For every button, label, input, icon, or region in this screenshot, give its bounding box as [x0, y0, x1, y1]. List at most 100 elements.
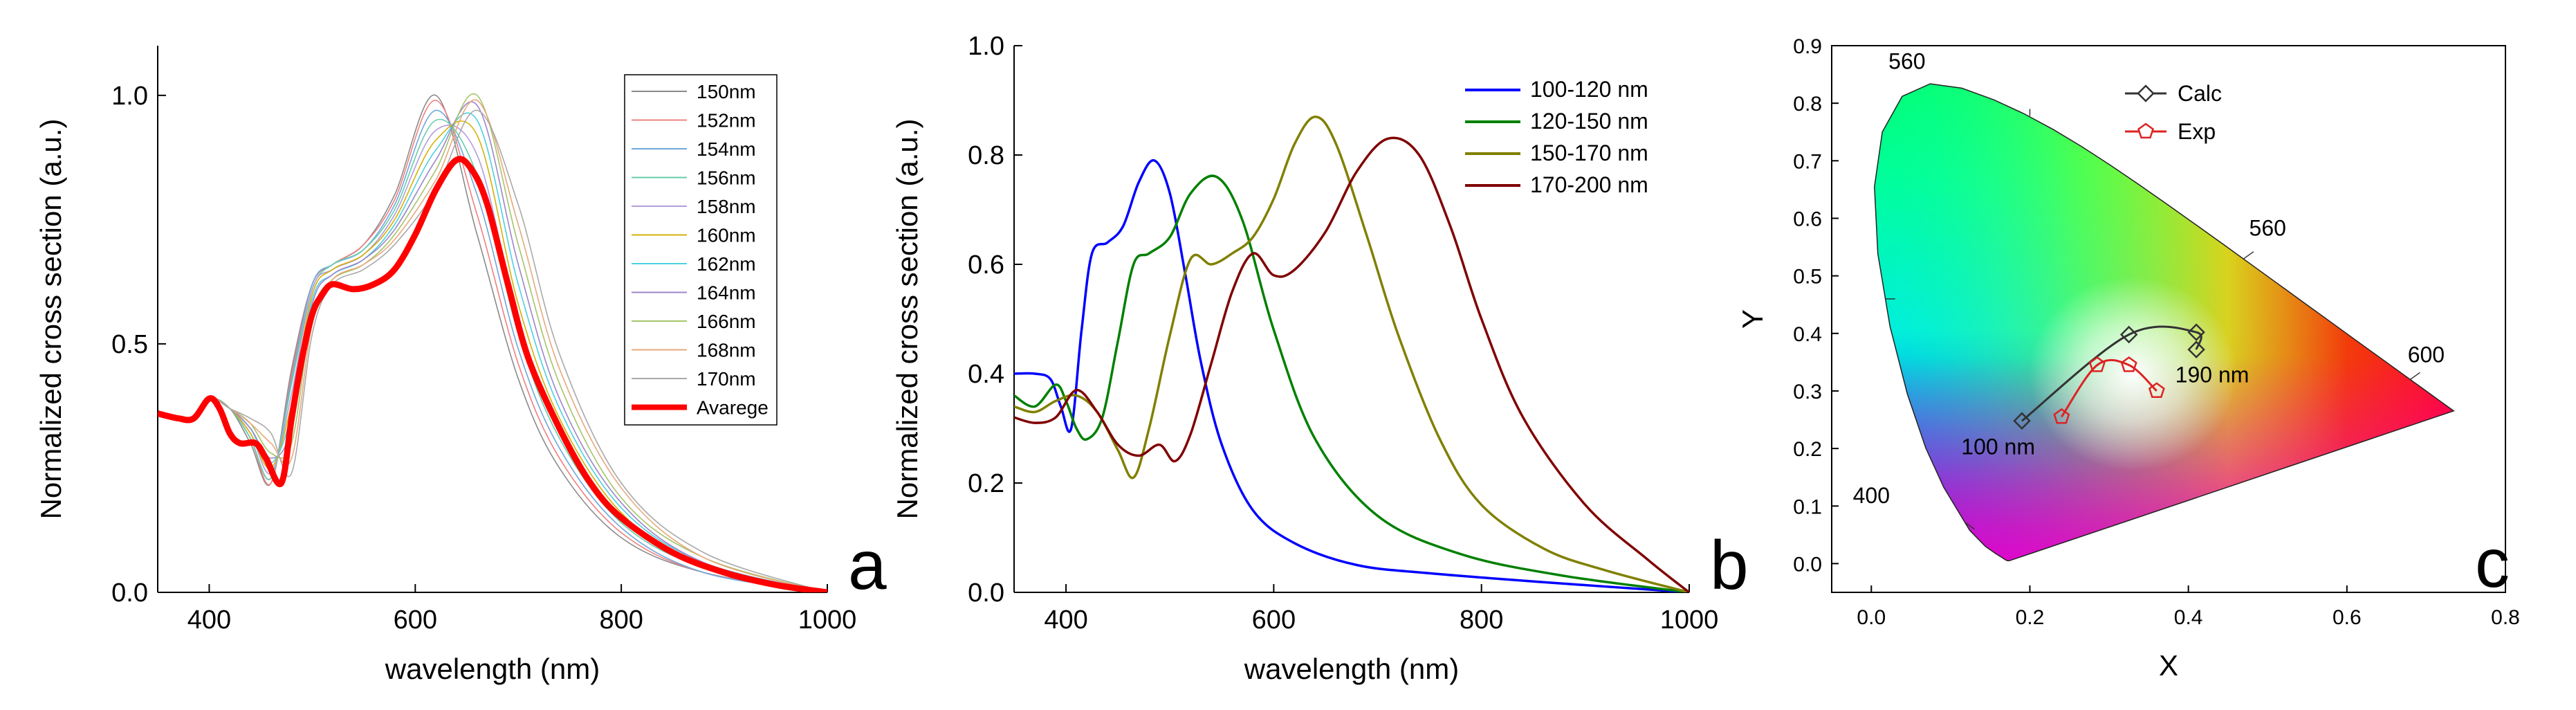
series-line-166nm [158, 93, 827, 592]
series-line-Exp [2061, 358, 2158, 418]
legend-label: 160nm [697, 225, 756, 246]
series-line-164nm [158, 101, 827, 592]
legend-marker [2137, 84, 2155, 102]
series-marker-Exp [2088, 356, 2106, 372]
series-line-120-150-nm [1014, 174, 1689, 592]
series-line-Avarege [158, 156, 827, 592]
legend-label: 158nm [697, 196, 756, 217]
locus-wavelength-label: 560 [2250, 215, 2286, 240]
legend-label: 170nm [697, 368, 756, 390]
legend-label: 170-200 nm [1530, 172, 1648, 197]
x-tick-label: 1000 [1660, 606, 1719, 635]
y-tick-label: 0.2 [968, 469, 1004, 498]
cie-color-fill [1874, 84, 2454, 561]
legend-label: Exp [2178, 119, 2216, 144]
y-tick-label: 0.0 [968, 579, 1004, 608]
series-marker-Exp [2053, 408, 2070, 424]
legend-marker [2137, 122, 2154, 139]
annotation-100nm: 100 nm [1961, 434, 2035, 459]
panel-c: 0.0 0.2 0.4 0.6 0.8 0.0 0.1 0.2 0.3 0.4 0.5 0.6 0.7 0… [1736, 35, 2520, 682]
y-tick-label: 0.6 [1793, 208, 1822, 230]
locus-tick [2410, 372, 2420, 380]
cie-white-point-glow [2029, 277, 2237, 471]
series-marker-Calc [2187, 323, 2205, 341]
y-tick-label: 0.7 [1793, 150, 1822, 173]
spectral-locus-outline [1874, 83, 2455, 562]
locus-wavelength-label: 600 [2408, 342, 2445, 367]
series-line-170nm [158, 109, 827, 592]
legend-label: 164nm [697, 282, 756, 304]
y-tick-label: 0.4 [1793, 323, 1822, 346]
y-tick-label: 0.4 [968, 360, 1004, 389]
x-axis-label: wavelength (nm) [1244, 653, 1459, 685]
y-tick-label: 0.3 [1793, 381, 1822, 403]
locus-tick [2243, 251, 2254, 260]
series-group [158, 93, 827, 592]
legend: 150nm 152nm 154nm 156nm 158nm 160nm 162nm 164nm… [624, 74, 778, 426]
x-tick-label: 400 [187, 606, 231, 635]
x-tick-label: 0.4 [2174, 606, 2203, 629]
x-tick-label: 0.2 [2016, 606, 2045, 629]
legend-label: 120-150 nm [1530, 109, 1648, 134]
legend-label: 156nm [697, 167, 756, 189]
y-tick-label: 0.0 [1793, 553, 1822, 576]
locus-tick [1964, 521, 1975, 530]
annotation-190nm: 190 nm [2175, 362, 2250, 387]
series-line-160nm [158, 120, 827, 592]
panel-label: c [2475, 525, 2510, 602]
y-tick-label: 0.9 [1793, 35, 1822, 58]
x-tick-label: 800 [1460, 606, 1503, 635]
x-tick-label: 600 [394, 606, 437, 635]
legend-label: 152nm [697, 110, 756, 131]
series-line-170-200-nm [1014, 136, 1689, 592]
legend-label: 166nm [697, 311, 756, 332]
legend-label: 100-120 nm [1530, 77, 1648, 102]
y-tick-label: 0.5 [111, 330, 148, 359]
legend-label: Avarege [697, 397, 769, 419]
y-tick-label: 0.5 [1793, 266, 1822, 289]
legend-label: 168nm [697, 340, 756, 361]
series-marker-Exp [2148, 382, 2165, 399]
legend-label: 154nm [697, 138, 756, 160]
y-tick-label: 0.8 [1793, 93, 1822, 116]
y-axis-label: Y [1736, 309, 1769, 329]
locus-wavelength-label: 400 [1853, 483, 1890, 508]
legend-label: 150nm [697, 81, 756, 102]
series-marker-Calc [2013, 412, 2031, 430]
y-axis-label: Normalized cross section (a.u.) [35, 119, 67, 520]
x-axis-label: X [2159, 649, 2178, 682]
x-tick-label: 600 [1252, 606, 1296, 635]
legend-label: Calc [2178, 81, 2222, 106]
x-tick-label: 0.8 [2491, 606, 2520, 629]
series-group [1014, 115, 1689, 592]
y-tick-label: 0.2 [1793, 438, 1822, 461]
legend: Calc Exp [2125, 81, 2222, 144]
series-line-150nm [158, 94, 827, 592]
y-tick-label: 0.1 [1793, 495, 1822, 518]
y-axis-label: Normalized cross section (a.u.) [891, 119, 923, 520]
legend-label: 162nm [697, 253, 756, 275]
y-tick-label: 1.0 [968, 32, 1004, 61]
series-marker-Calc [2119, 325, 2138, 344]
series-marker-Exp [2120, 356, 2137, 372]
y-tick-label: 0.0 [111, 579, 148, 608]
x-tick-label: 400 [1044, 606, 1087, 635]
x-tick-label: 0.6 [2333, 606, 2362, 629]
series-line-100-120-nm [1014, 159, 1689, 592]
panel-label: a [848, 527, 887, 604]
x-tick-label: 800 [599, 606, 643, 635]
locus-wavelength-label: 560 [1888, 48, 1925, 73]
y-tick-label: 0.8 [968, 141, 1004, 170]
legend: 100-120 nm 120-150 nm 150-170 nm 170-200 nm [1465, 77, 1648, 197]
x-axis-label: wavelength (nm) [385, 653, 600, 685]
panel-b: 400 600 800 1000 0.0 0.2 0.4 0.6 0.8 1.0 wavelengt… [891, 32, 1749, 685]
legend-label: 150-170 nm [1530, 140, 1648, 165]
plot-frame [1831, 45, 2506, 593]
y-tick-label: 0.6 [968, 251, 1004, 280]
series-line-Calc [2021, 325, 2202, 422]
x-tick-label: 1000 [798, 606, 857, 635]
x-tick-label: 0.0 [1857, 606, 1886, 629]
y-tick-label: 1.0 [111, 82, 148, 111]
legend-frame [624, 74, 778, 426]
